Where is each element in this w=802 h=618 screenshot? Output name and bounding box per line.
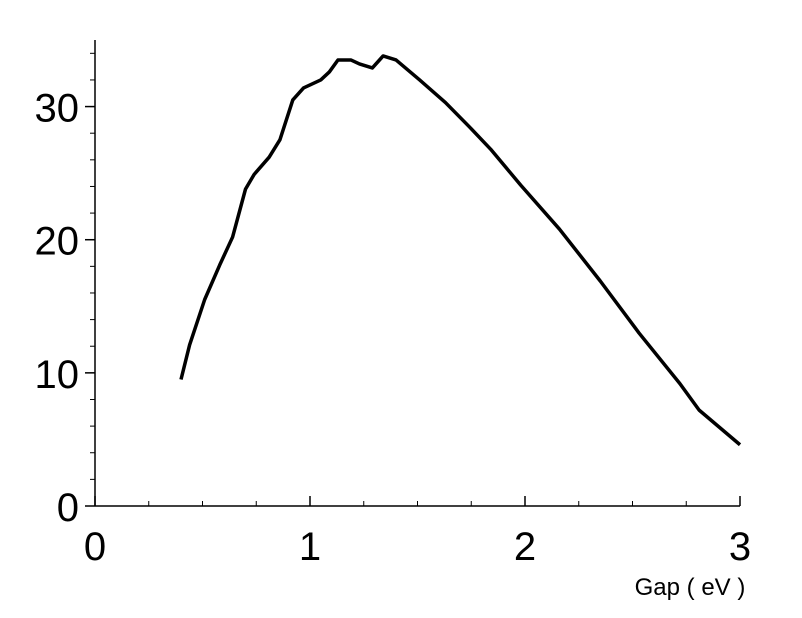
y-tick-label: 0: [57, 486, 79, 530]
x-tick-label: 2: [514, 525, 536, 569]
x-axis-label: Gap ( eV ): [635, 574, 746, 601]
y-tick-label: 20: [35, 220, 80, 264]
x-tick-label: 0: [84, 525, 106, 569]
x-tick-label: 1: [299, 525, 321, 569]
data-line: [179, 54, 742, 447]
x-tick-label: 3: [729, 525, 751, 569]
y-tick-label: 30: [35, 87, 80, 131]
y-tick-label: 10: [35, 353, 80, 397]
